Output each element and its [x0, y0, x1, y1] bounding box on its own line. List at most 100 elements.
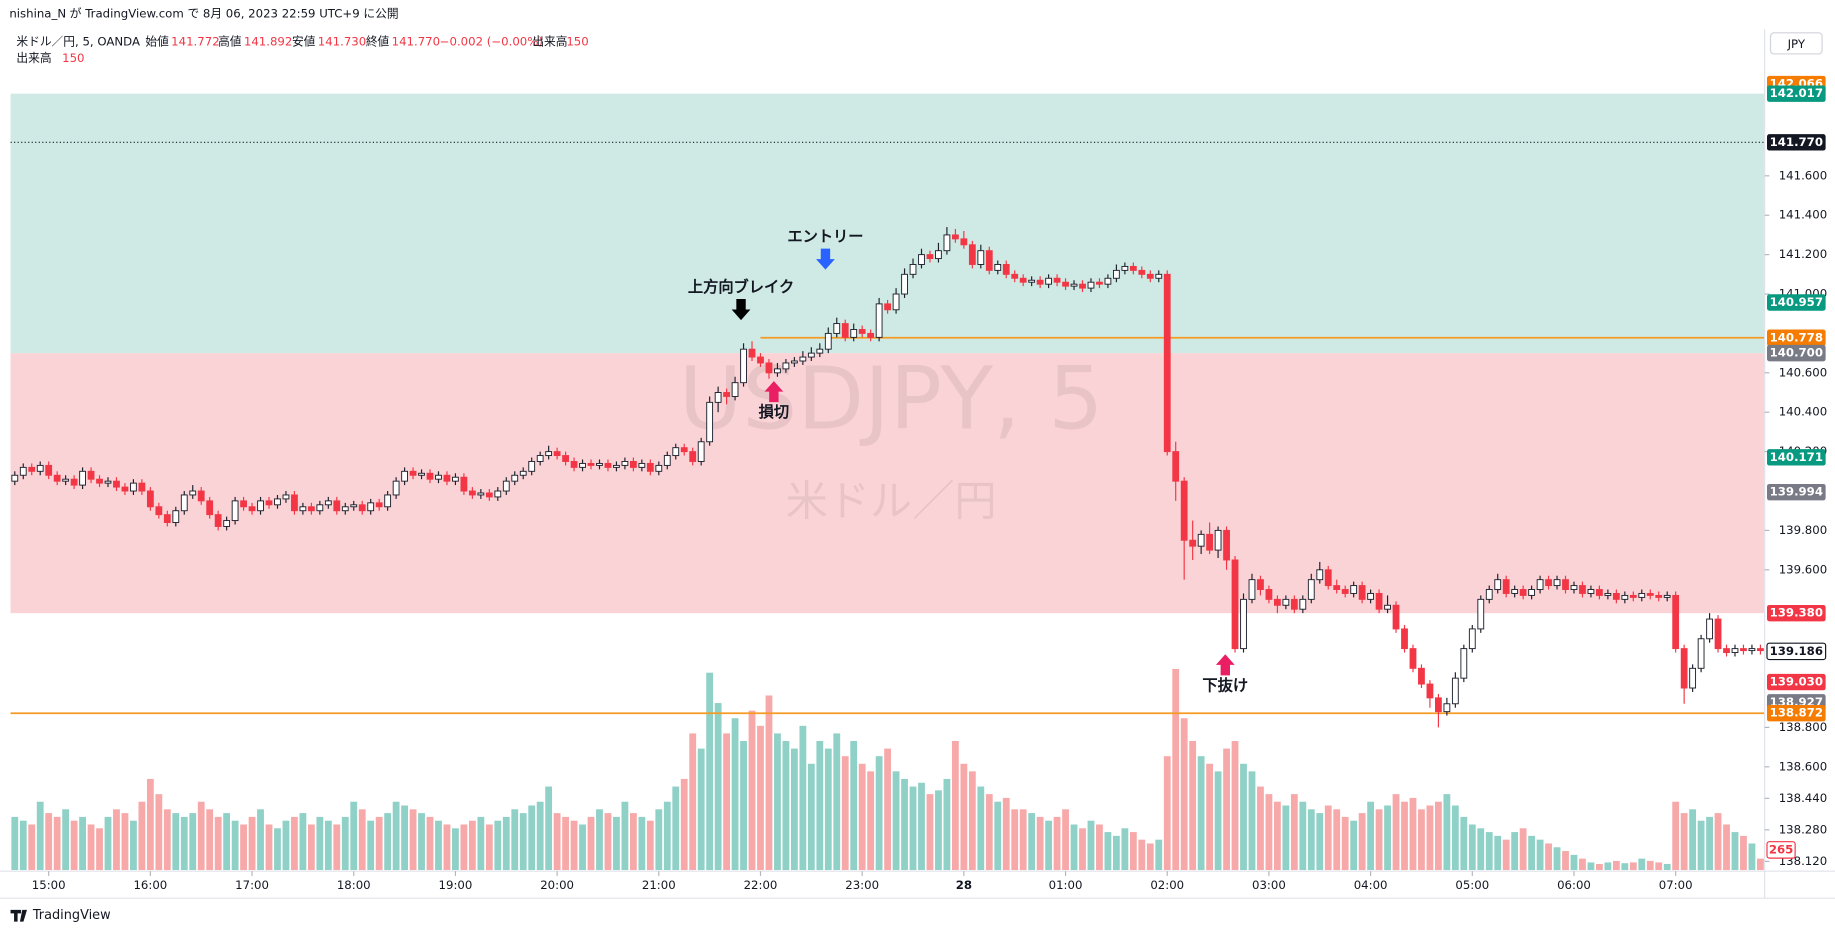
- candle: [740, 343, 747, 387]
- currency-button[interactable]: [1769, 32, 1823, 55]
- legend-item: 141.772: [171, 35, 219, 49]
- volume-bar: [1358, 813, 1366, 871]
- candle-body: [994, 264, 1002, 271]
- price-tags: 142.066142.017141.770140.957140.778140.7…: [1766, 75, 1827, 859]
- candle-body: [70, 478, 78, 486]
- volume-bar: [1019, 809, 1027, 871]
- candle: [1646, 589, 1654, 600]
- candle: [1748, 644, 1756, 655]
- price-tag-label: 140.957: [1770, 295, 1823, 309]
- candle-body: [926, 254, 934, 260]
- candle: [1028, 276, 1036, 287]
- volume-bar: [1697, 820, 1705, 871]
- volume-bar: [1646, 860, 1654, 871]
- candle: [1579, 581, 1586, 598]
- candle: [11, 471, 19, 486]
- candle-body: [1223, 529, 1230, 561]
- candle-body: [1019, 277, 1027, 283]
- candle-body: [519, 470, 527, 476]
- candle-body: [1612, 592, 1620, 600]
- y-tick-label: 139.600: [1779, 562, 1827, 576]
- volume-bar: [1375, 809, 1383, 871]
- volume-bar: [392, 801, 400, 871]
- volume-bar: [680, 778, 688, 871]
- volume-bar: [1112, 835, 1120, 871]
- volume-bar: [790, 748, 798, 871]
- volume-bar: [1189, 741, 1197, 871]
- candle: [1146, 270, 1154, 283]
- volume-bar: [1570, 854, 1578, 871]
- volume-bar: [299, 813, 307, 871]
- candle-body: [214, 514, 222, 527]
- zones: [10, 93, 1765, 614]
- candle-body: [324, 500, 332, 506]
- candle-body: [697, 441, 705, 462]
- currency-label[interactable]: JPY: [1787, 37, 1806, 51]
- candle: [1629, 591, 1637, 602]
- volume-bar: [1409, 797, 1417, 871]
- candle: [1562, 575, 1569, 594]
- candle-body: [1358, 585, 1366, 600]
- volume-bar: [579, 824, 586, 871]
- volume-bar: [850, 741, 858, 871]
- candle: [1663, 591, 1671, 602]
- volume-bar: [1460, 816, 1468, 871]
- candle: [1163, 270, 1171, 456]
- candle-body: [1121, 265, 1129, 271]
- volume-bar: [1341, 816, 1349, 871]
- candle: [1079, 280, 1086, 293]
- candle-body: [113, 480, 120, 488]
- candle-body: [45, 464, 53, 476]
- candle: [1545, 575, 1552, 590]
- candle: [1002, 260, 1010, 279]
- candle: [1706, 613, 1713, 643]
- volume-bar: [943, 778, 951, 871]
- candle-body: [341, 506, 349, 512]
- candle-body: [1367, 592, 1375, 600]
- x-tick-label: 20:00: [540, 878, 574, 892]
- volume-bar: [1104, 832, 1112, 871]
- hlines: [10, 141, 1765, 715]
- volume-bar: [214, 816, 222, 871]
- volume-bar: [1223, 748, 1230, 871]
- candle-body: [1638, 592, 1646, 598]
- candle: [1392, 601, 1400, 633]
- candle: [1180, 477, 1188, 580]
- volume-bar: [536, 801, 544, 871]
- price-tag: [1766, 329, 1826, 346]
- volume-bar: [765, 695, 773, 871]
- candle: [1519, 585, 1527, 600]
- candle-body: [79, 470, 86, 486]
- candle: [638, 459, 646, 472]
- volume-bar: [1070, 824, 1078, 871]
- candle: [1341, 585, 1349, 598]
- candle: [70, 475, 78, 490]
- candle: [1155, 270, 1163, 283]
- volume-bar: [19, 820, 27, 871]
- x-tick-label: 18:00: [337, 878, 371, 892]
- candle: [1621, 591, 1629, 604]
- candle-body: [240, 500, 247, 508]
- annotation-arrow: [731, 298, 751, 321]
- candle-body: [1731, 648, 1739, 654]
- volume-bar: [867, 771, 875, 871]
- candle-body: [816, 348, 824, 354]
- volume-bar: [562, 816, 569, 871]
- candle-body: [901, 273, 908, 295]
- candle: [613, 461, 620, 472]
- candle-body: [1333, 585, 1341, 590]
- candle-body: [62, 478, 70, 482]
- candle: [1214, 526, 1222, 558]
- x-tick-label: 21:00: [642, 878, 676, 892]
- volume-bar: [748, 710, 756, 871]
- candle-body: [477, 492, 485, 496]
- candle-body: [468, 490, 476, 496]
- candle: [672, 443, 680, 460]
- candle-body: [1545, 579, 1552, 587]
- candle-body: [1401, 628, 1408, 650]
- volume-bar: [1299, 801, 1307, 871]
- candle-body: [824, 332, 832, 350]
- candle-body: [850, 329, 858, 338]
- candle-body: [1265, 589, 1273, 600]
- candle-body: [1045, 277, 1053, 285]
